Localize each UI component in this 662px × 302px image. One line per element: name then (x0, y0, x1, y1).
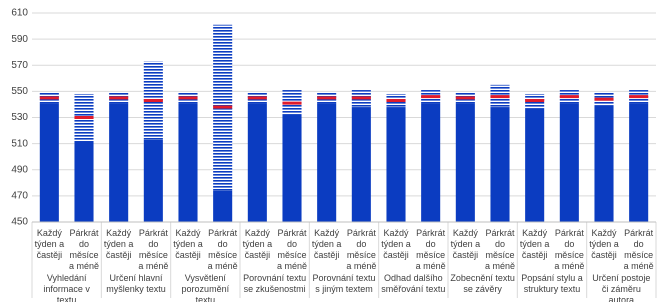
x-tick-label: Každý týden a častěji (311, 228, 342, 260)
mean-marker (74, 116, 94, 119)
mean-marker (247, 96, 267, 100)
mean-marker (490, 95, 510, 99)
group-label: Popsání stylu a struktury textu (521, 273, 583, 294)
x-tick-label: Každý týden a častěji (381, 228, 411, 260)
bar (386, 107, 406, 222)
mean-marker (525, 99, 545, 103)
bar (629, 103, 649, 222)
mean-marker (386, 99, 406, 103)
mean-marker (109, 96, 129, 100)
x-tick-label: Párkrát do měsíce a méně (623, 228, 654, 271)
bar (351, 107, 371, 222)
group-label: Odhad dalšího směřování textu (381, 273, 446, 294)
x-tick-label: Párkrát do měsíce a méně (207, 228, 238, 271)
x-tick-label: Párkrát do měsíce a méně (276, 228, 308, 271)
x-tick-label: Každý týden a častěji (450, 228, 481, 260)
x-tick-label: Každý týden a častěji (589, 228, 619, 260)
bar (455, 103, 475, 222)
y-tick-label: 570 (11, 60, 28, 71)
x-tick-label: Každý týden a častěji (242, 228, 273, 260)
y-tick-label: 610 (11, 8, 28, 19)
group-label: Určení postoje či záměru autora (592, 273, 651, 302)
y-tick-label: 590 (11, 34, 28, 45)
y-tick-label: 490 (11, 164, 28, 175)
y-tick-label: 450 (11, 217, 28, 228)
bar (247, 103, 267, 222)
group-label: Určení hlavní myšlenky textu (106, 273, 166, 294)
x-tick-label: Párkrát do měsíce a méně (484, 228, 516, 271)
group-label: Zobecnění textu se závěry (450, 273, 515, 294)
mean-marker (559, 95, 579, 99)
bar (282, 114, 302, 222)
mean-marker (178, 96, 198, 100)
bar (525, 108, 545, 222)
y-tick-label: 550 (11, 86, 28, 97)
mean-marker (629, 95, 649, 99)
y-tick-label: 470 (11, 191, 28, 202)
x-tick-label: Párkrát do měsíce a méně (415, 228, 446, 271)
bar (143, 139, 163, 222)
bar (559, 103, 579, 222)
bar (317, 103, 337, 222)
mean-marker (455, 96, 475, 100)
y-tick-label: 510 (11, 138, 28, 149)
x-tick-label: Párkrát do měsíce a méně (68, 228, 100, 271)
y-tick-label: 530 (11, 112, 28, 123)
x-tick-label: Párkrát do měsíce a méně (138, 228, 169, 271)
x-tick-label: Párkrát do měsíce a méně (554, 228, 585, 271)
mean-marker (351, 96, 371, 100)
x-tick-label: Každý týden a častěji (103, 228, 134, 260)
mean-marker (143, 99, 163, 103)
group-label: Porovnání textu se zkušenostmi (243, 273, 307, 294)
bar (490, 107, 510, 222)
group-label: Vyhledání informace v textu (43, 273, 90, 302)
bar (109, 103, 129, 222)
mean-marker (594, 97, 614, 101)
bar (594, 105, 614, 222)
x-tick-label: Každý týden a častěji (34, 228, 65, 260)
bar (178, 103, 198, 222)
mean-marker (282, 101, 302, 105)
x-tick-label: Každý týden a častěji (519, 228, 550, 260)
mean-marker (317, 96, 337, 100)
mean-marker (213, 105, 233, 109)
bar (421, 103, 441, 222)
bar (74, 141, 94, 222)
x-tick-label: Párkrát do měsíce a méně (346, 228, 377, 271)
mean-marker (421, 95, 441, 99)
bar (213, 190, 233, 222)
group-label: Porovnání textu s jiným textem (312, 273, 376, 294)
x-tick-label: Každý týden a častěji (173, 228, 203, 260)
bar (39, 103, 59, 222)
mean-marker (39, 96, 59, 100)
group-label: Vysvětlení porozumění textu (181, 273, 230, 302)
